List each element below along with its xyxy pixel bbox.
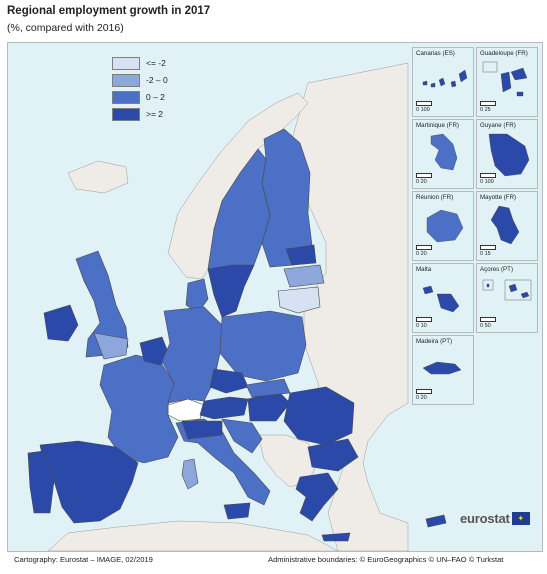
footer-cartography: Cartography: Eurostat – IMAGE, 02/2019 (14, 555, 153, 564)
region-denmark (185, 278, 209, 314)
inset-canarias-map (422, 69, 468, 88)
europe-map (27, 62, 447, 551)
inset-label: Martinique (FR) (416, 122, 459, 129)
scale-bar: 0 20 (416, 173, 432, 185)
inset-label: Madeira (PT) (416, 338, 453, 345)
region-france (99, 354, 179, 464)
inset-guadeloupe-map (482, 61, 528, 97)
legend-item: <= -2 (112, 55, 168, 71)
inset-guyane: Guyane (FR) 0 100 (476, 119, 538, 189)
region-germany (161, 306, 223, 404)
inset-label: Mayotte (FR) (480, 194, 517, 201)
legend-label: -2 – 0 (146, 75, 168, 85)
region-sicily (223, 502, 251, 520)
map-frame: <= -2 -2 – 0 0 – 2 >= 2 Canarias (ES) 0 … (7, 42, 543, 552)
inset-label: Malta (416, 266, 432, 273)
inset-mayotte-map (490, 205, 520, 245)
region-lithuania (277, 286, 321, 314)
inset-label: Réunion (FR) (416, 194, 454, 201)
scale-bar: 0 20 (416, 389, 432, 401)
eurostat-logo: eurostat ✦ (460, 511, 530, 526)
inset-malta: Malta 0 10 (412, 263, 474, 333)
scale-bar: 0 100 (416, 101, 432, 113)
map-title: Regional employment growth in 2017 (7, 5, 211, 17)
non-eu-land-africa (47, 520, 339, 551)
region-spain (39, 440, 139, 524)
legend-label: 0 – 2 (146, 92, 165, 102)
footer-boundaries: Administrative boundaries: © EuroGeograp… (268, 555, 504, 564)
inset-madeira-map (422, 361, 462, 375)
scale-bar: 0 50 (480, 317, 496, 329)
inset-mayotte: Mayotte (FR) 0 15 (476, 191, 538, 261)
legend-label: <= -2 (146, 58, 166, 68)
scale-bar: 0 25 (480, 101, 496, 113)
inset-martinique-map (430, 133, 458, 171)
inset-reunion: Réunion (FR) 0 20 (412, 191, 474, 261)
inset-label: Canarias (ES) (416, 50, 455, 57)
region-latvia (283, 264, 325, 288)
region-croatia-slovenia (221, 418, 263, 454)
scale-bar: 0 100 (480, 173, 496, 185)
legend-item: -2 – 0 (112, 72, 168, 88)
region-portugal (27, 450, 55, 514)
region-sardinia (181, 458, 199, 490)
region-uk-south (93, 332, 129, 360)
inset-label: Guadeloupe (FR) (480, 50, 528, 57)
region-crete (321, 532, 351, 542)
inset-guadeloupe: Guadeloupe (FR) 0 25 (476, 47, 538, 117)
inset-malta-map (422, 285, 460, 313)
region-cyprus (425, 514, 447, 528)
inset-martinique: Martinique (FR) 0 20 (412, 119, 474, 189)
legend-swatch (112, 56, 140, 70)
region-czechia (209, 368, 249, 394)
inset-label: Guyane (FR) (480, 122, 516, 129)
region-sweden-south (207, 264, 255, 318)
inset-reunion-map (426, 209, 464, 243)
non-eu-land-switzerland (167, 398, 205, 422)
scale-bar: 0 15 (480, 245, 496, 257)
inset-label: Açores (PT) (480, 266, 514, 273)
legend-swatch (112, 73, 140, 87)
legend-swatch (112, 107, 140, 121)
scale-bar: 0 10 (416, 317, 432, 329)
legend-swatch (112, 90, 140, 104)
region-greece (295, 472, 339, 522)
scale-bar: 0 20 (416, 245, 432, 257)
inset-canarias: Canarias (ES) 0 100 (412, 47, 474, 117)
region-poland (219, 310, 307, 382)
region-austria (199, 396, 249, 420)
inset-acores-map (482, 279, 532, 301)
map-subtitle: (%, compared with 2016) (7, 22, 124, 34)
map-legend: <= -2 -2 – 0 0 – 2 >= 2 (112, 55, 168, 123)
legend-item: >= 2 (112, 106, 168, 122)
region-italy-north (181, 420, 223, 440)
region-slovakia (245, 378, 291, 398)
eu-flag-icon: ✦ (511, 512, 530, 525)
inset-guyane-map (488, 133, 530, 177)
non-eu-land-east (287, 62, 409, 551)
legend-item: 0 – 2 (112, 89, 168, 105)
region-ireland (43, 304, 79, 342)
non-eu-land-iceland (67, 160, 129, 194)
region-estonia (285, 244, 317, 266)
logo-text: eurostat (460, 511, 510, 526)
region-romania (283, 386, 355, 446)
legend-label: >= 2 (146, 109, 164, 119)
inset-madeira: Madeira (PT) 0 20 (412, 335, 474, 405)
inset-acores: Açores (PT) 0 50 (476, 263, 538, 333)
region-bulgaria (307, 438, 359, 472)
